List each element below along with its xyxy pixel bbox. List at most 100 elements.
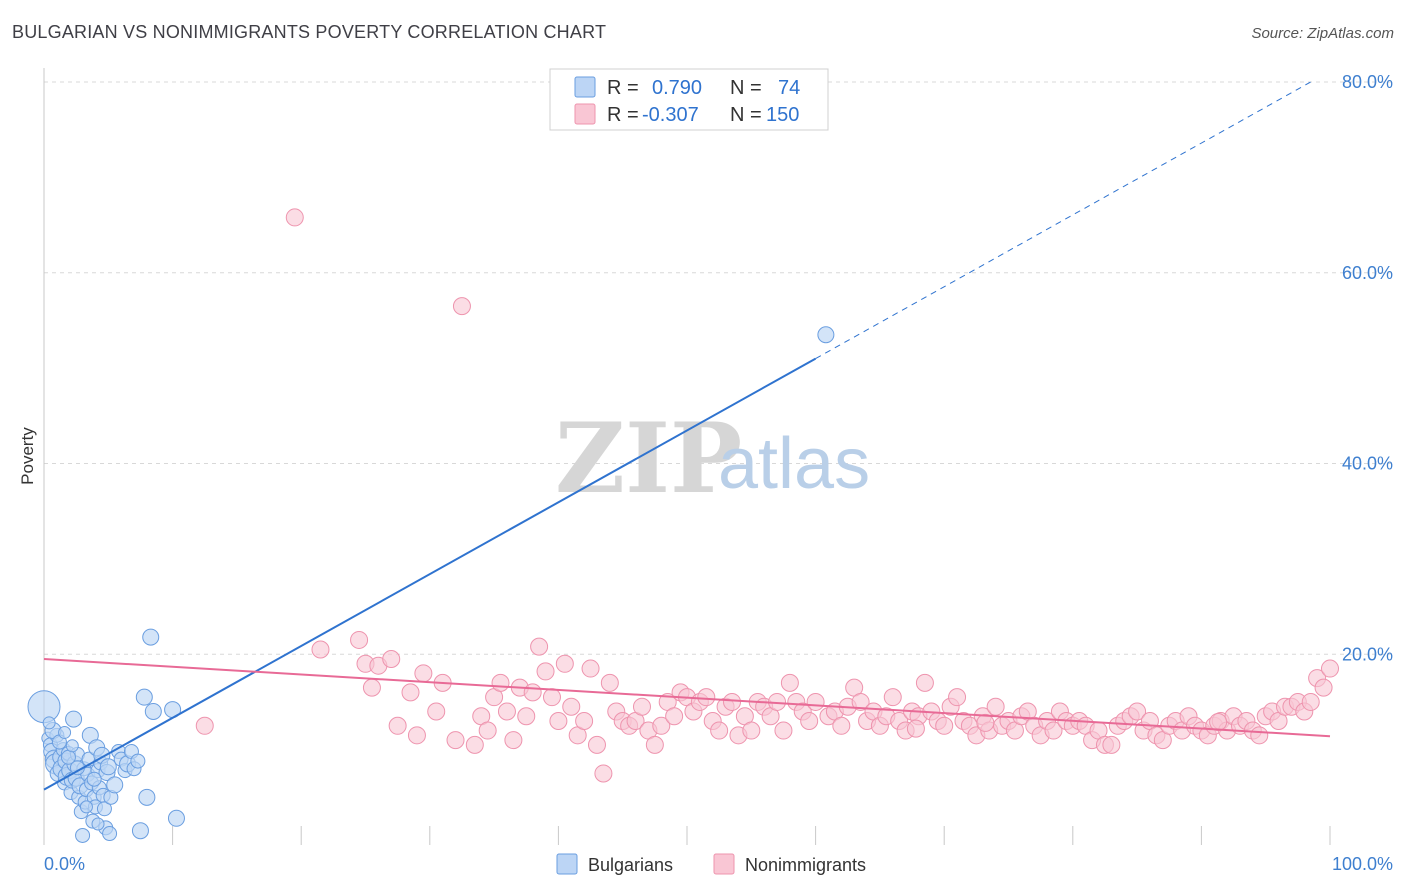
bulgarians-point [42,716,56,730]
nonimmigrants-point [401,683,420,702]
nonimmigrants-point [407,726,426,745]
nonimmigrants-point [806,692,825,711]
y-tick-label: 80.0% [1342,72,1393,92]
watermark-zip: ZIP [555,402,742,515]
nonimmigrants-point [536,662,555,681]
nonimmigrants-point [427,702,446,721]
watermark-atlas: atlas [718,424,870,504]
nonimmigrants-point [1044,721,1063,740]
y-tick-label: 40.0% [1342,454,1393,474]
watermark: ZIP atlas [555,402,870,515]
nonimmigrants-point [774,721,793,740]
legend-r-label-2: R = [607,104,639,126]
nonimmigrants-point [600,673,619,692]
nonimmigrants-point [285,208,304,227]
nonimmigrants-point [388,716,407,735]
nonimmigrants-point [465,735,484,754]
bulgarians-point [65,710,83,728]
nonimmigrants-point [1314,678,1333,697]
series-nonimmigrants [195,208,1339,783]
bulgarians-trend-extension [815,81,1311,360]
bulgarians-point [79,800,93,814]
bulgarians-point [131,822,149,840]
nonimmigrants-point [832,716,851,735]
nonimmigrants-point [491,673,510,692]
nonimmigrants-point [523,683,542,702]
legend-r-value-1: 0.790 [652,77,702,99]
nonimmigrants-point [935,716,954,735]
legend-n-value-1: 74 [778,77,800,99]
bulgarians-point [130,753,146,769]
nonimmigrants-point [587,735,606,754]
legend-swatch-nonimmigrants [574,103,596,125]
nonimmigrants-point [652,716,671,735]
nonimmigrants-point [542,688,561,707]
bulgarians-point [102,826,118,842]
legend: R = 0.790 N = 74 R = -0.307 N = 150 [549,68,829,131]
legend-swatch-bulgarians [574,76,596,98]
legend-n-value-2: 150 [766,104,799,126]
nonimmigrants-point [883,688,902,707]
nonimmigrants-point [195,716,214,735]
nonimmigrants-point [530,637,549,656]
nonimmigrants-point [906,719,925,738]
x-tick-label-max: 100.0% [1332,854,1393,874]
bulgarians-point [91,817,105,831]
nonimmigrants-point [382,650,401,669]
nonimmigrants-point [1128,702,1147,721]
nonimmigrants-point [800,712,819,731]
bulgarians-point [99,758,117,776]
nonimmigrants-point [504,731,523,750]
nonimmigrants-point [562,697,581,716]
legend-r-value-2: -0.307 [642,104,699,126]
nonimmigrants-point [665,707,684,726]
legend-n-label-2: N = [730,104,762,126]
bottom-legend-swatch-nonimmigrants [713,853,735,875]
bulgarians-point [144,702,162,720]
nonimmigrants-point [1250,726,1269,745]
nonimmigrants-point [350,630,369,649]
nonimmigrants-point [555,654,574,673]
nonimmigrants-point [948,688,967,707]
chart-title: BULGARIAN VS NONIMMIGRANTS POVERTY CORRE… [12,22,607,42]
nonimmigrants-point [976,713,995,732]
bottom-legend-nonimmigrants: Nonimmigrants [745,855,866,875]
y-tick-label: 60.0% [1342,263,1393,283]
bulgarians-point [167,809,185,827]
nonimmigrants-point [645,735,664,754]
nonimmigrants-point [780,673,799,692]
nonimmigrants-point [549,712,568,731]
nonimmigrants-point [632,697,651,716]
nonimmigrants-point [851,692,870,711]
series-bulgarians [27,326,835,843]
nonimmigrants-point [1209,712,1228,731]
y-tick-label: 20.0% [1342,644,1393,664]
axis-ticks: 20.0% 40.0% 60.0% 80.0% 0.0% 100.0% [44,72,1393,874]
bulgarians-trend-line [43,357,817,791]
x-tick-label-min: 0.0% [44,854,85,874]
bulgarians-point [106,776,124,794]
legend-box [549,68,829,131]
nonimmigrants-point [742,721,761,740]
source-label: Source: ZipAtlas.com [1251,25,1394,42]
nonimmigrants-point [1102,735,1121,754]
trend-lines [43,81,1331,791]
nonimmigrants-point [915,673,934,692]
bulgarians-point [75,827,91,843]
nonimmigrants-point [497,702,516,721]
nonimmigrants-point [517,707,536,726]
bulgarians-point [142,628,160,646]
legend-n-label-1: N = [730,77,762,99]
bulgarians-point [58,725,72,739]
bulgarians-point [817,326,835,344]
nonimmigrants-trend-line [43,658,1331,738]
nonimmigrants-point [594,764,613,783]
nonimmigrants-point [986,697,1005,716]
nonimmigrants-point [478,721,497,740]
nonimmigrants-point [581,659,600,678]
bulgarians-point [86,771,102,787]
legend-r-label-1: R = [607,77,639,99]
bulgarians-point [65,739,79,753]
bulgarians-point [135,688,153,706]
